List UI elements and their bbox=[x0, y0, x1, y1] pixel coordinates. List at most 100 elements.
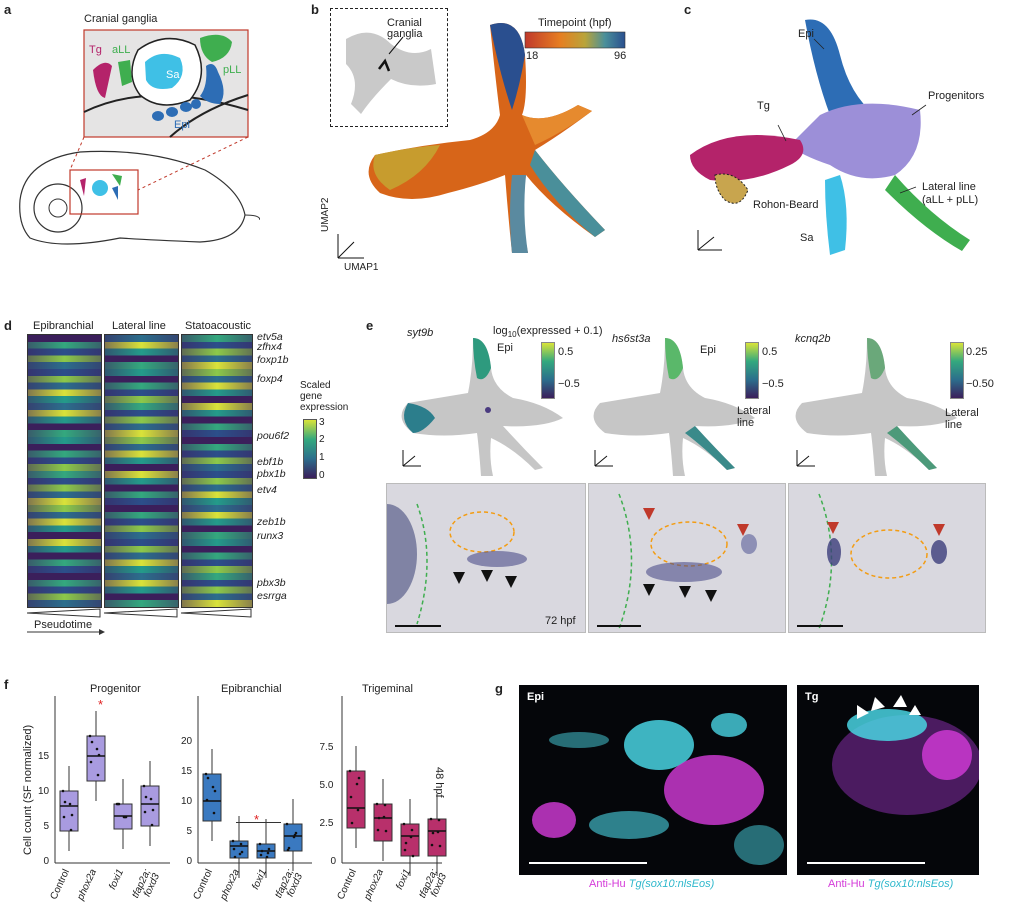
colorbar-min: 18 bbox=[526, 50, 539, 62]
box bbox=[202, 773, 222, 822]
data-point bbox=[117, 802, 121, 806]
data-point bbox=[142, 784, 146, 788]
colorbar-title: Timepoint (hpf) bbox=[538, 17, 612, 29]
heatmap-overlay bbox=[28, 335, 101, 607]
panel-letter-a: a bbox=[4, 2, 12, 17]
timepoint-label: 72 hpf bbox=[545, 615, 576, 627]
data-point bbox=[382, 815, 386, 819]
colorbar-hs6st3a bbox=[745, 342, 759, 399]
fluo-tg: Tg bbox=[797, 685, 979, 875]
data-point bbox=[357, 776, 361, 780]
y-tick: 10 bbox=[38, 786, 50, 797]
data-point bbox=[238, 852, 242, 856]
boxplots bbox=[54, 696, 447, 878]
cbar-tick: 0.25 bbox=[966, 346, 988, 358]
label-c-epi: Epi bbox=[798, 28, 814, 40]
data-point bbox=[124, 815, 128, 819]
gene-label: runx3 bbox=[257, 530, 284, 542]
gene-label: foxp1b bbox=[257, 354, 289, 366]
cbar-tick: 0.5 bbox=[762, 346, 778, 358]
gene-label: etv4 bbox=[257, 484, 277, 496]
data-point bbox=[410, 828, 414, 832]
data-point bbox=[231, 839, 235, 843]
gene-label: ebf1b bbox=[257, 456, 284, 468]
data-point bbox=[239, 842, 243, 846]
cbar-tick: −0.5 bbox=[558, 378, 580, 390]
gene-label: etv5a bbox=[257, 331, 283, 343]
label-c-rohon: Rohon-Beard bbox=[753, 199, 819, 211]
data-point bbox=[88, 734, 92, 738]
y-tick: 0 bbox=[330, 856, 337, 867]
data-point bbox=[69, 828, 73, 832]
cbar-tick: −0.50 bbox=[966, 378, 994, 390]
label-sa: Sa bbox=[166, 69, 180, 81]
heatmap-statoacoustic bbox=[181, 334, 253, 608]
panel-letter-g: g bbox=[495, 681, 503, 696]
data-point bbox=[429, 817, 433, 821]
umap-timepoint bbox=[368, 23, 626, 253]
data-point bbox=[349, 795, 353, 799]
y-tick: 5 bbox=[43, 821, 50, 832]
umap-label-lateral-2: Lateral line bbox=[945, 407, 979, 431]
data-point bbox=[206, 776, 210, 780]
umap-label-lateral: Lateral line bbox=[737, 405, 771, 429]
data-point bbox=[211, 785, 215, 789]
data-point bbox=[409, 835, 413, 839]
cbar-tick: −0.5 bbox=[762, 378, 784, 390]
data-point bbox=[204, 772, 208, 776]
data-point bbox=[404, 841, 408, 845]
panel-letter-f: f bbox=[4, 677, 9, 692]
data-point bbox=[240, 850, 244, 854]
data-point bbox=[402, 822, 406, 826]
data-point bbox=[265, 855, 269, 859]
data-point bbox=[376, 828, 380, 832]
f-title-progenitor: Progenitor bbox=[90, 683, 141, 695]
fluo-caption: Anti-Hu Tg(sox10:nlsEos) bbox=[589, 878, 715, 890]
gene-hs6st3a: hs6st3a bbox=[612, 333, 651, 345]
y-tick: 5.0 bbox=[319, 780, 334, 791]
scale-colorbar bbox=[303, 419, 317, 479]
data-point bbox=[266, 851, 270, 855]
fluo-epi: Epi bbox=[519, 685, 787, 875]
pseudotime-label: Pseudotime bbox=[34, 619, 93, 631]
insitu-hs6st3a bbox=[588, 483, 786, 633]
heatmap-lateral bbox=[104, 334, 179, 608]
gene-label: zfhx4 bbox=[257, 341, 283, 353]
label-c-tg: Tg bbox=[757, 100, 770, 112]
gene-label: zeb1b bbox=[257, 516, 286, 528]
data-point bbox=[267, 847, 271, 851]
umap-celltype bbox=[690, 19, 970, 255]
axis-umap1: UMAP1 bbox=[344, 262, 379, 273]
data-point bbox=[384, 829, 388, 833]
scale-tick: 1 bbox=[319, 452, 325, 463]
data-point bbox=[97, 753, 101, 757]
colorbar-syt9b bbox=[541, 342, 555, 399]
data-point bbox=[355, 782, 359, 786]
data-point bbox=[356, 808, 360, 812]
data-point bbox=[205, 798, 209, 802]
fluo-tg-label: Tg bbox=[805, 691, 819, 703]
label-epi: Epi bbox=[174, 119, 190, 131]
gene-label: esrrga bbox=[257, 590, 287, 602]
y-tick: 5 bbox=[186, 826, 193, 837]
data-point bbox=[437, 818, 441, 822]
gene-kcnq2b: kcnq2b bbox=[795, 333, 831, 345]
data-point bbox=[292, 835, 296, 839]
y-tick: 2.5 bbox=[319, 818, 334, 829]
data-point bbox=[287, 846, 291, 850]
heat-col-stato: Statoacoustic bbox=[185, 320, 252, 332]
heat-col-epi: Epibranchial bbox=[33, 320, 94, 332]
umap-label-epi-2: Epi bbox=[700, 344, 716, 356]
gene-label: pbx3b bbox=[257, 577, 286, 589]
label-c-progenitors: Progenitors bbox=[928, 90, 985, 102]
insitu-kcnq2b bbox=[788, 483, 986, 633]
box bbox=[86, 735, 106, 782]
box bbox=[229, 840, 249, 859]
gene-label: pou6f2 bbox=[257, 430, 290, 442]
data-point bbox=[151, 808, 155, 812]
label-c-lateral2: (aLL + pLL) bbox=[922, 194, 979, 206]
panel-a-title: Cranial ganglia bbox=[84, 13, 158, 25]
gene-syt9b: syt9b bbox=[407, 327, 434, 339]
expr-title: log10(expressed + 0.1) bbox=[493, 325, 603, 340]
heatmap-overlay bbox=[182, 335, 252, 607]
